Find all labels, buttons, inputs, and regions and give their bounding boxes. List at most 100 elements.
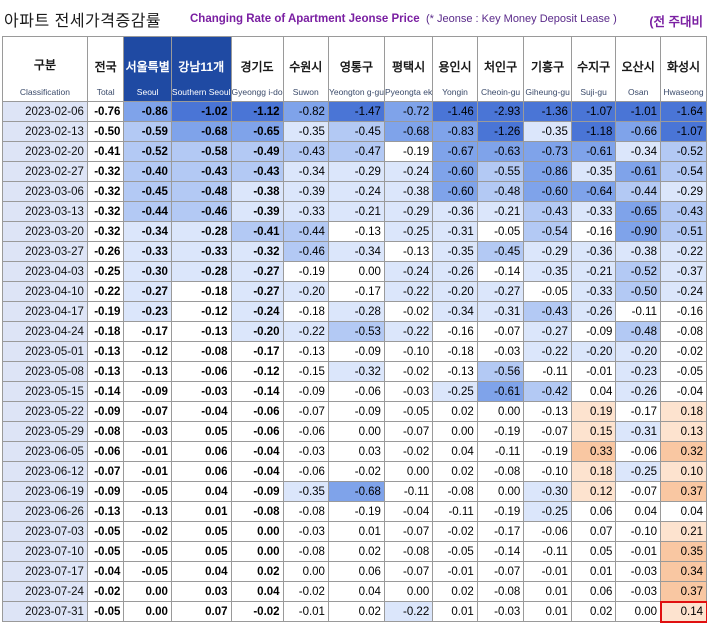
cell-value: 0.00 (384, 582, 432, 602)
cell-value: -0.19 (477, 502, 524, 522)
cell-value: -0.03 (171, 382, 231, 402)
cell-value: -0.48 (171, 182, 231, 202)
cell-value: -0.24 (231, 302, 283, 322)
row-date: 2023-06-05 (3, 442, 88, 462)
cell-value: -0.13 (87, 362, 124, 382)
column-header-korean: 화성시 (661, 58, 706, 75)
cell-value: -0.06 (616, 442, 661, 462)
cell-value: -0.20 (231, 322, 283, 342)
cell-value: -0.05 (384, 402, 432, 422)
row-date: 2023-02-13 (3, 122, 88, 142)
cell-value: 0.04 (328, 582, 384, 602)
cell-value: -0.07 (384, 562, 432, 582)
cell-value: -0.02 (231, 602, 283, 622)
cell-value: -0.50 (87, 122, 124, 142)
row-date: 2023-02-20 (3, 142, 88, 162)
cell-value: -0.26 (616, 382, 661, 402)
cell-value: -0.18 (87, 322, 124, 342)
row-date: 2023-07-17 (3, 562, 88, 582)
cell-value: -0.86 (124, 102, 171, 122)
cell-value: -0.30 (524, 482, 572, 502)
cell-value: -0.27 (231, 262, 283, 282)
cell-value: -0.01 (283, 602, 328, 622)
row-date: 2023-07-03 (3, 522, 88, 542)
cell-value: -0.55 (477, 162, 524, 182)
column-header-korean: 수지구 (572, 58, 616, 75)
cell-value: -0.05 (124, 542, 171, 562)
cell-value: 0.04 (171, 562, 231, 582)
cell-value: -0.06 (171, 362, 231, 382)
cell-value: -0.05 (124, 482, 171, 502)
cell-value: 0.01 (433, 602, 478, 622)
cell-value: -0.68 (171, 122, 231, 142)
cell-value: -0.22 (384, 602, 432, 622)
cell-value: -0.39 (283, 182, 328, 202)
cell-value: -0.22 (283, 322, 328, 342)
cell-value: -0.13 (384, 242, 432, 262)
cell-value: -0.20 (571, 342, 616, 362)
cell-value: -0.01 (524, 562, 572, 582)
cell-value: 0.06 (171, 442, 231, 462)
cell-value: -0.32 (328, 362, 384, 382)
cell-value: -0.02 (87, 582, 124, 602)
cell-value: -0.10 (384, 342, 432, 362)
cell-value: -0.03 (477, 342, 524, 362)
row-date: 2023-05-08 (3, 362, 88, 382)
column-header-english: Cheoin-gu (478, 87, 524, 97)
cell-value: -0.09 (124, 382, 171, 402)
cell-value: -0.14 (477, 262, 524, 282)
cell-value: -0.09 (231, 482, 283, 502)
cell-value: -0.02 (124, 522, 171, 542)
cell-value: -0.27 (124, 282, 171, 302)
cell-value: -0.54 (524, 222, 572, 242)
cell-value: -0.44 (616, 182, 661, 202)
cell-value: -0.52 (661, 142, 707, 162)
cell-value: -0.11 (433, 502, 478, 522)
cell-value: 0.04 (661, 502, 707, 522)
cell-value: -0.43 (524, 302, 572, 322)
cell-value: -0.76 (87, 102, 124, 122)
cell-value: -0.48 (477, 182, 524, 202)
cell-value: -0.37 (661, 262, 707, 282)
cell-value: -0.42 (524, 382, 572, 402)
row-date: 2023-05-15 (3, 382, 88, 402)
cell-value: -0.19 (477, 422, 524, 442)
cell-value: -0.24 (328, 182, 384, 202)
column-header-korean: 기흥구 (524, 58, 571, 75)
cell-value: -0.58 (171, 142, 231, 162)
cell-value: -0.68 (384, 122, 432, 142)
row-date: 2023-06-19 (3, 482, 88, 502)
cell-value: -0.11 (477, 442, 524, 462)
cell-value: -0.21 (571, 262, 616, 282)
row-date: 2023-02-27 (3, 162, 88, 182)
cell-value: -0.90 (616, 222, 661, 242)
cell-value: -0.08 (231, 502, 283, 522)
cell-value: 0.00 (384, 462, 432, 482)
column-header-korean: 영통구 (329, 58, 384, 75)
cell-value: -0.14 (231, 382, 283, 402)
cell-value: -0.52 (124, 142, 171, 162)
column-header-english: Suji-gu (572, 87, 616, 97)
cell-value: -0.25 (433, 382, 478, 402)
cell-value: 0.37 (661, 482, 707, 502)
cell-value: -0.35 (571, 162, 616, 182)
cell-value: -0.08 (477, 582, 524, 602)
cell-value: -0.32 (87, 222, 124, 242)
cell-value: -0.01 (433, 562, 478, 582)
cell-value: 0.00 (283, 562, 328, 582)
cell-value: 0.03 (328, 442, 384, 462)
cell-value: -0.35 (283, 122, 328, 142)
column-header-korean: 처인구 (478, 58, 524, 75)
cell-value: -0.49 (231, 142, 283, 162)
column-header-english: Total (88, 87, 124, 97)
cell-value: -0.18 (433, 342, 478, 362)
cell-value: 0.07 (571, 522, 616, 542)
cell-value: -0.06 (87, 442, 124, 462)
